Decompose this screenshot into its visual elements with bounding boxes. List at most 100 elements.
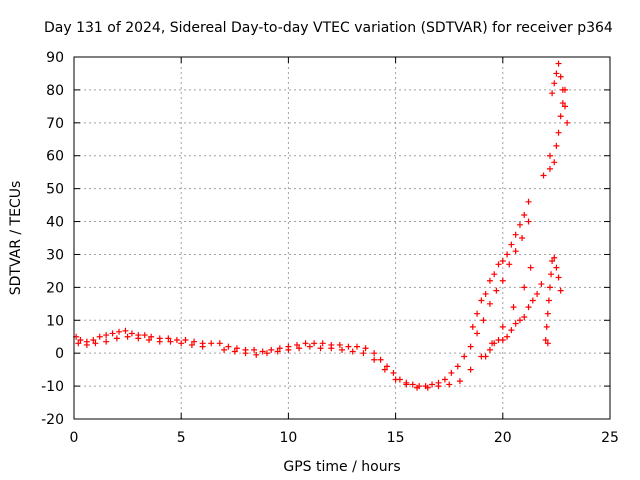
data-point — [448, 369, 455, 376]
y-tick-label: -10 — [41, 379, 64, 395]
data-point — [546, 284, 553, 291]
data-point — [525, 198, 532, 205]
data-point — [173, 337, 180, 344]
data-point — [328, 345, 335, 352]
data-point — [544, 310, 551, 317]
data-point — [504, 251, 511, 258]
data-point — [519, 235, 526, 241]
data-point — [512, 248, 519, 255]
data-point — [467, 343, 474, 350]
data-point — [156, 338, 163, 345]
data-point — [263, 350, 270, 357]
data-point — [486, 300, 493, 307]
chart-title: Day 131 of 2024, Sidereal Day-to-day VTE… — [44, 20, 613, 36]
data-point — [482, 353, 489, 360]
y-tick-label: 90 — [46, 50, 64, 66]
points-layer — [73, 60, 571, 391]
data-point — [276, 345, 283, 352]
data-point — [371, 350, 378, 357]
data-point — [221, 346, 228, 353]
data-point — [392, 376, 399, 383]
x-tick-label: 20 — [494, 430, 512, 446]
data-point — [555, 60, 562, 67]
y-tick-label: 30 — [46, 247, 64, 263]
data-point — [456, 378, 463, 385]
data-point — [231, 348, 238, 355]
data-point — [478, 297, 485, 304]
data-point — [553, 264, 560, 271]
data-point — [208, 340, 215, 347]
y-tick-label: 50 — [46, 182, 64, 198]
y-tick-label: -20 — [41, 412, 64, 428]
x-tick-label: 15 — [387, 430, 405, 446]
y-tick-label: 20 — [46, 280, 64, 296]
data-point — [441, 376, 448, 383]
data-point — [253, 351, 260, 358]
data-point — [146, 337, 153, 344]
data-point — [103, 332, 110, 339]
data-point — [516, 317, 523, 324]
data-point — [242, 350, 249, 357]
data-point — [454, 363, 461, 370]
data-point — [551, 254, 558, 261]
ticks-layer: 0 5 10 15 20 25 -20 -10 0 10 20 30 40 50 60 70 80 90 — [41, 50, 619, 446]
data-point — [543, 323, 550, 330]
data-point — [135, 335, 142, 342]
data-point — [109, 330, 116, 337]
data-point — [167, 338, 174, 345]
data-point — [339, 346, 345, 353]
data-point — [529, 297, 536, 304]
data-point — [116, 328, 123, 335]
y-tick-label: 10 — [46, 313, 64, 329]
data-point — [486, 277, 493, 284]
data-point — [311, 340, 318, 347]
data-point — [564, 119, 571, 126]
data-point — [124, 333, 131, 340]
data-point — [551, 159, 558, 166]
data-point — [90, 337, 97, 344]
data-point — [557, 73, 564, 80]
data-point — [549, 90, 556, 97]
data-point — [480, 317, 487, 324]
data-point — [516, 221, 523, 228]
data-point — [525, 218, 532, 225]
data-point — [499, 277, 506, 284]
data-point — [128, 330, 135, 337]
y-tick-label: 40 — [46, 215, 64, 231]
data-point — [499, 258, 506, 265]
data-point — [199, 343, 206, 350]
data-point — [493, 287, 500, 294]
data-point — [461, 353, 468, 360]
data-point — [77, 337, 84, 344]
data-point — [446, 381, 453, 388]
data-point — [96, 333, 103, 340]
data-point — [336, 341, 343, 348]
data-point — [508, 241, 515, 248]
data-point — [259, 348, 266, 355]
data-point — [377, 356, 384, 363]
data-point — [319, 340, 326, 347]
data-point — [521, 313, 528, 320]
data-point — [508, 327, 515, 334]
data-point — [317, 345, 324, 352]
data-point — [182, 337, 189, 344]
data-point — [467, 366, 474, 373]
data-point — [559, 86, 566, 93]
data-point — [544, 340, 551, 347]
data-point — [233, 345, 240, 352]
data-point — [122, 327, 129, 334]
data-point — [285, 346, 292, 353]
data-point — [542, 337, 549, 344]
data-point — [349, 348, 356, 355]
data-point — [525, 304, 532, 311]
x-tick-label: 25 — [601, 430, 619, 446]
data-point — [103, 338, 110, 345]
data-point — [251, 346, 258, 353]
data-point — [225, 343, 232, 350]
data-point — [293, 341, 300, 348]
data-point — [113, 335, 120, 342]
data-point — [557, 287, 564, 294]
data-point — [360, 350, 367, 357]
data-point — [521, 211, 528, 218]
data-point — [302, 340, 309, 347]
